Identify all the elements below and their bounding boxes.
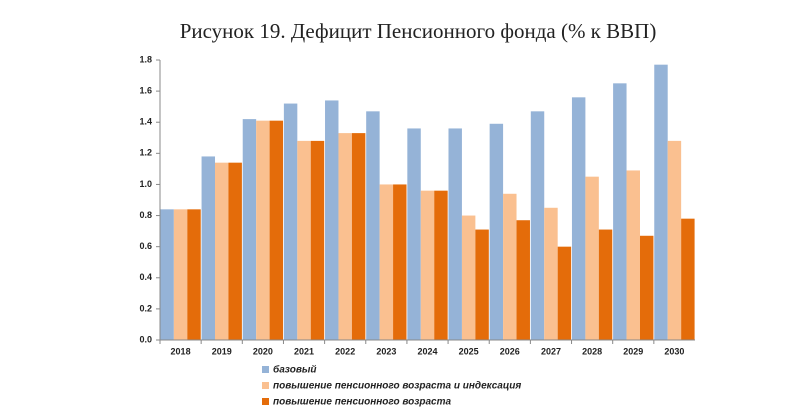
bar xyxy=(448,128,462,340)
x-tick-label: 2026 xyxy=(500,346,520,356)
bar xyxy=(187,209,201,340)
bar xyxy=(256,120,270,341)
y-tick-label: 0.4 xyxy=(139,272,152,282)
bar xyxy=(310,140,325,340)
x-tick-label: 2030 xyxy=(664,346,684,356)
bar xyxy=(366,111,380,340)
y-tick-label: 0.0 xyxy=(139,334,152,344)
legend-label: базовый xyxy=(273,364,317,376)
bar xyxy=(269,120,284,341)
bar xyxy=(626,170,640,340)
bar xyxy=(407,128,421,340)
x-tick-label: 2018 xyxy=(171,346,191,356)
bar xyxy=(598,229,613,340)
bar xyxy=(434,190,448,340)
bar xyxy=(420,190,435,340)
y-tick-label: 0.2 xyxy=(139,303,152,313)
bar xyxy=(516,220,530,340)
y-tick-label: 0.8 xyxy=(139,210,152,220)
bar xyxy=(338,133,352,340)
bar xyxy=(475,229,489,340)
bar xyxy=(297,140,311,340)
legend-swatch xyxy=(262,382,269,389)
y-tick-label: 1.8 xyxy=(139,54,152,64)
bar xyxy=(283,103,298,340)
x-tick-label: 2021 xyxy=(294,346,314,356)
bar xyxy=(654,64,668,341)
y-tick-label: 1.4 xyxy=(139,117,152,127)
bar xyxy=(242,119,257,340)
legend-label: повышение пенсионного возраста и индекса… xyxy=(273,381,521,392)
bar xyxy=(544,207,558,340)
bar xyxy=(351,133,366,340)
y-tick-label: 0.6 xyxy=(139,241,152,251)
bar xyxy=(571,97,586,340)
x-tick-label: 2028 xyxy=(582,346,602,356)
bar xyxy=(201,156,216,340)
x-tick-label: 2023 xyxy=(376,346,396,356)
y-tick-label: 1.6 xyxy=(139,85,152,95)
bar xyxy=(639,235,654,340)
x-tick-label: 2022 xyxy=(335,346,355,356)
bar xyxy=(530,111,545,340)
legend-label: повышение пенсионного возраста xyxy=(273,397,452,408)
bar xyxy=(228,162,242,340)
bar xyxy=(489,123,504,341)
bar xyxy=(393,184,407,340)
bar xyxy=(667,140,682,340)
y-tick-label: 1.2 xyxy=(139,148,152,158)
bar xyxy=(557,246,572,340)
chart-title: Рисунок 19. Дефицит Пенсионного фонда (%… xyxy=(180,19,657,43)
bar xyxy=(503,193,517,340)
bar xyxy=(461,215,476,340)
legend-swatch xyxy=(262,398,269,405)
x-tick-label: 2024 xyxy=(417,346,437,356)
x-tick-label: 2020 xyxy=(253,346,273,356)
bar xyxy=(379,184,394,340)
bar xyxy=(160,209,174,340)
legend-swatch xyxy=(262,366,269,373)
x-tick-label: 2027 xyxy=(541,346,561,356)
x-tick-label: 2029 xyxy=(623,346,643,356)
bar xyxy=(681,218,695,340)
bar xyxy=(173,209,188,340)
x-tick-label: 2025 xyxy=(459,346,479,356)
bar xyxy=(325,100,339,340)
bar xyxy=(585,176,599,340)
x-tick-label: 2019 xyxy=(212,346,232,356)
bar xyxy=(215,162,229,340)
y-tick-label: 1.0 xyxy=(139,179,152,189)
bar xyxy=(613,83,627,340)
